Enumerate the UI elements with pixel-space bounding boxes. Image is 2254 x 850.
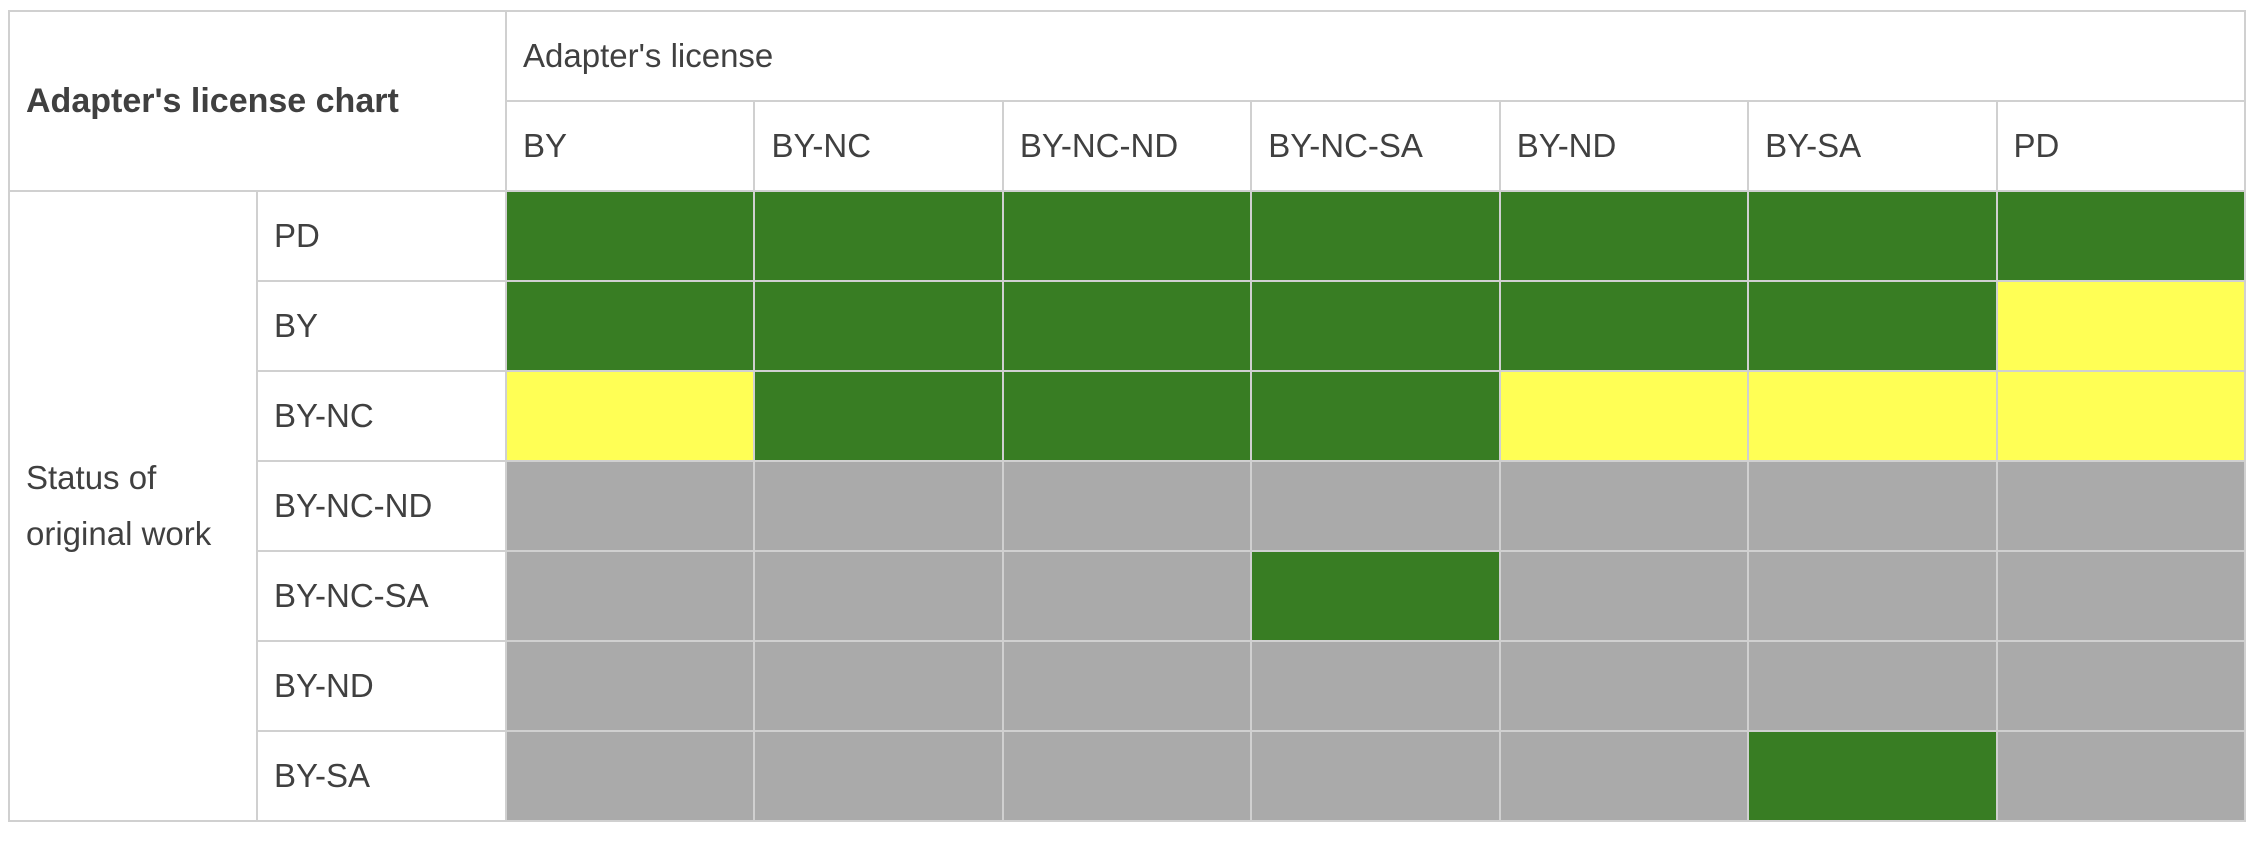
- compat-cell-gray: [1498, 640, 1750, 732]
- compat-cell-gray: [1747, 460, 1998, 552]
- compat-cell-gray: [505, 640, 756, 732]
- table-row: BY-NC-ND: [9, 460, 2247, 552]
- compat-cell-green: [1747, 730, 1998, 822]
- license-chart-table: Adapter's license chart Adapter's licens…: [7, 10, 2247, 822]
- compat-cell-green: [1498, 190, 1750, 282]
- compat-cell-green: [1250, 370, 1501, 462]
- compat-cell-gray: [1250, 640, 1501, 732]
- compat-cell-gray: [1250, 460, 1501, 552]
- row-header-by-nc-nd: BY-NC-ND: [255, 460, 508, 552]
- compat-cell-yellow: [1747, 370, 1998, 462]
- compat-cell-green: [1250, 550, 1501, 642]
- compat-cell-yellow: [1995, 370, 2247, 462]
- table-row: BY-SA: [9, 730, 2247, 822]
- compat-cell-gray: [753, 550, 1004, 642]
- compat-cell-green: [753, 190, 1004, 282]
- compat-cell-green: [1995, 190, 2247, 282]
- compat-cell-gray: [1747, 550, 1998, 642]
- compat-cell-gray: [505, 550, 756, 642]
- compat-cell-gray: [753, 460, 1004, 552]
- compat-cell-gray: [1498, 460, 1750, 552]
- compat-cell-gray: [1747, 640, 1998, 732]
- table-row: BY-NC-SA: [9, 550, 2247, 642]
- compat-cell-yellow: [1498, 370, 1750, 462]
- column-header-by-nc-nd: BY-NC-ND: [1001, 100, 1253, 192]
- compat-cell-gray: [1498, 730, 1750, 822]
- compat-cell-gray: [1001, 730, 1253, 822]
- column-group-header: Adapter's license: [505, 10, 2246, 102]
- row-header-by-nc: BY-NC: [255, 370, 508, 462]
- compat-cell-gray: [1001, 460, 1253, 552]
- compat-cell-green: [1001, 190, 1253, 282]
- compat-cell-gray: [505, 730, 756, 822]
- compat-cell-green: [505, 280, 756, 372]
- column-header-by-nd: BY-ND: [1498, 100, 1750, 192]
- compat-cell-gray: [1995, 460, 2247, 552]
- compat-cell-gray: [1250, 730, 1501, 822]
- compat-cell-green: [1250, 190, 1501, 282]
- compat-cell-green: [753, 370, 1004, 462]
- chart-title: Adapter's license chart: [7, 10, 508, 192]
- compat-cell-gray: [753, 730, 1004, 822]
- compat-cell-gray: [1001, 550, 1253, 642]
- table-row: BY-NC: [9, 370, 2247, 462]
- row-group-header: Status of original work: [8, 190, 258, 822]
- compat-cell-yellow: [505, 370, 756, 462]
- column-header-by-nc: BY-NC: [753, 100, 1004, 192]
- column-header-by-sa: BY-SA: [1747, 100, 1998, 192]
- compat-cell-gray: [1498, 550, 1750, 642]
- compat-cell-gray: [753, 640, 1004, 732]
- table-row: BY-ND: [9, 640, 2247, 732]
- compat-cell-green: [1747, 190, 1998, 282]
- compat-cell-gray: [505, 460, 756, 552]
- compat-cell-green: [1001, 280, 1253, 372]
- row-header-by-nd: BY-ND: [255, 640, 508, 732]
- compat-cell-green: [1250, 280, 1501, 372]
- compat-cell-green: [753, 280, 1004, 372]
- row-header-by-nc-sa: BY-NC-SA: [255, 550, 508, 642]
- compat-cell-green: [1498, 280, 1750, 372]
- row-header-by: BY: [255, 280, 508, 372]
- compat-cell-green: [505, 190, 756, 282]
- compat-cell-gray: [1001, 640, 1253, 732]
- compat-cell-green: [1001, 370, 1253, 462]
- column-header-by-nc-sa: BY-NC-SA: [1250, 100, 1501, 192]
- table-body: Status of original work PD BY BY-NC BY-NC-ND…: [8, 190, 2247, 822]
- column-header-by: BY: [505, 100, 756, 192]
- compat-cell-gray: [1995, 730, 2247, 822]
- compat-cell-gray: [1995, 550, 2247, 642]
- table-row: Status of original work PD: [8, 190, 2247, 822]
- compat-cell-green: [1747, 280, 1998, 372]
- table-row: BY: [9, 280, 2247, 372]
- compat-cell-yellow: [1995, 280, 2247, 372]
- column-header-pd: PD: [1995, 100, 2247, 192]
- column-header-row: BY BY-NC BY-NC-ND BY-NC-SA BY-ND BY-SA PD: [9, 100, 2247, 192]
- row-header-by-sa: BY-SA: [255, 730, 508, 822]
- row-header-pd: PD: [255, 190, 508, 282]
- compat-cell-gray: [1995, 640, 2247, 732]
